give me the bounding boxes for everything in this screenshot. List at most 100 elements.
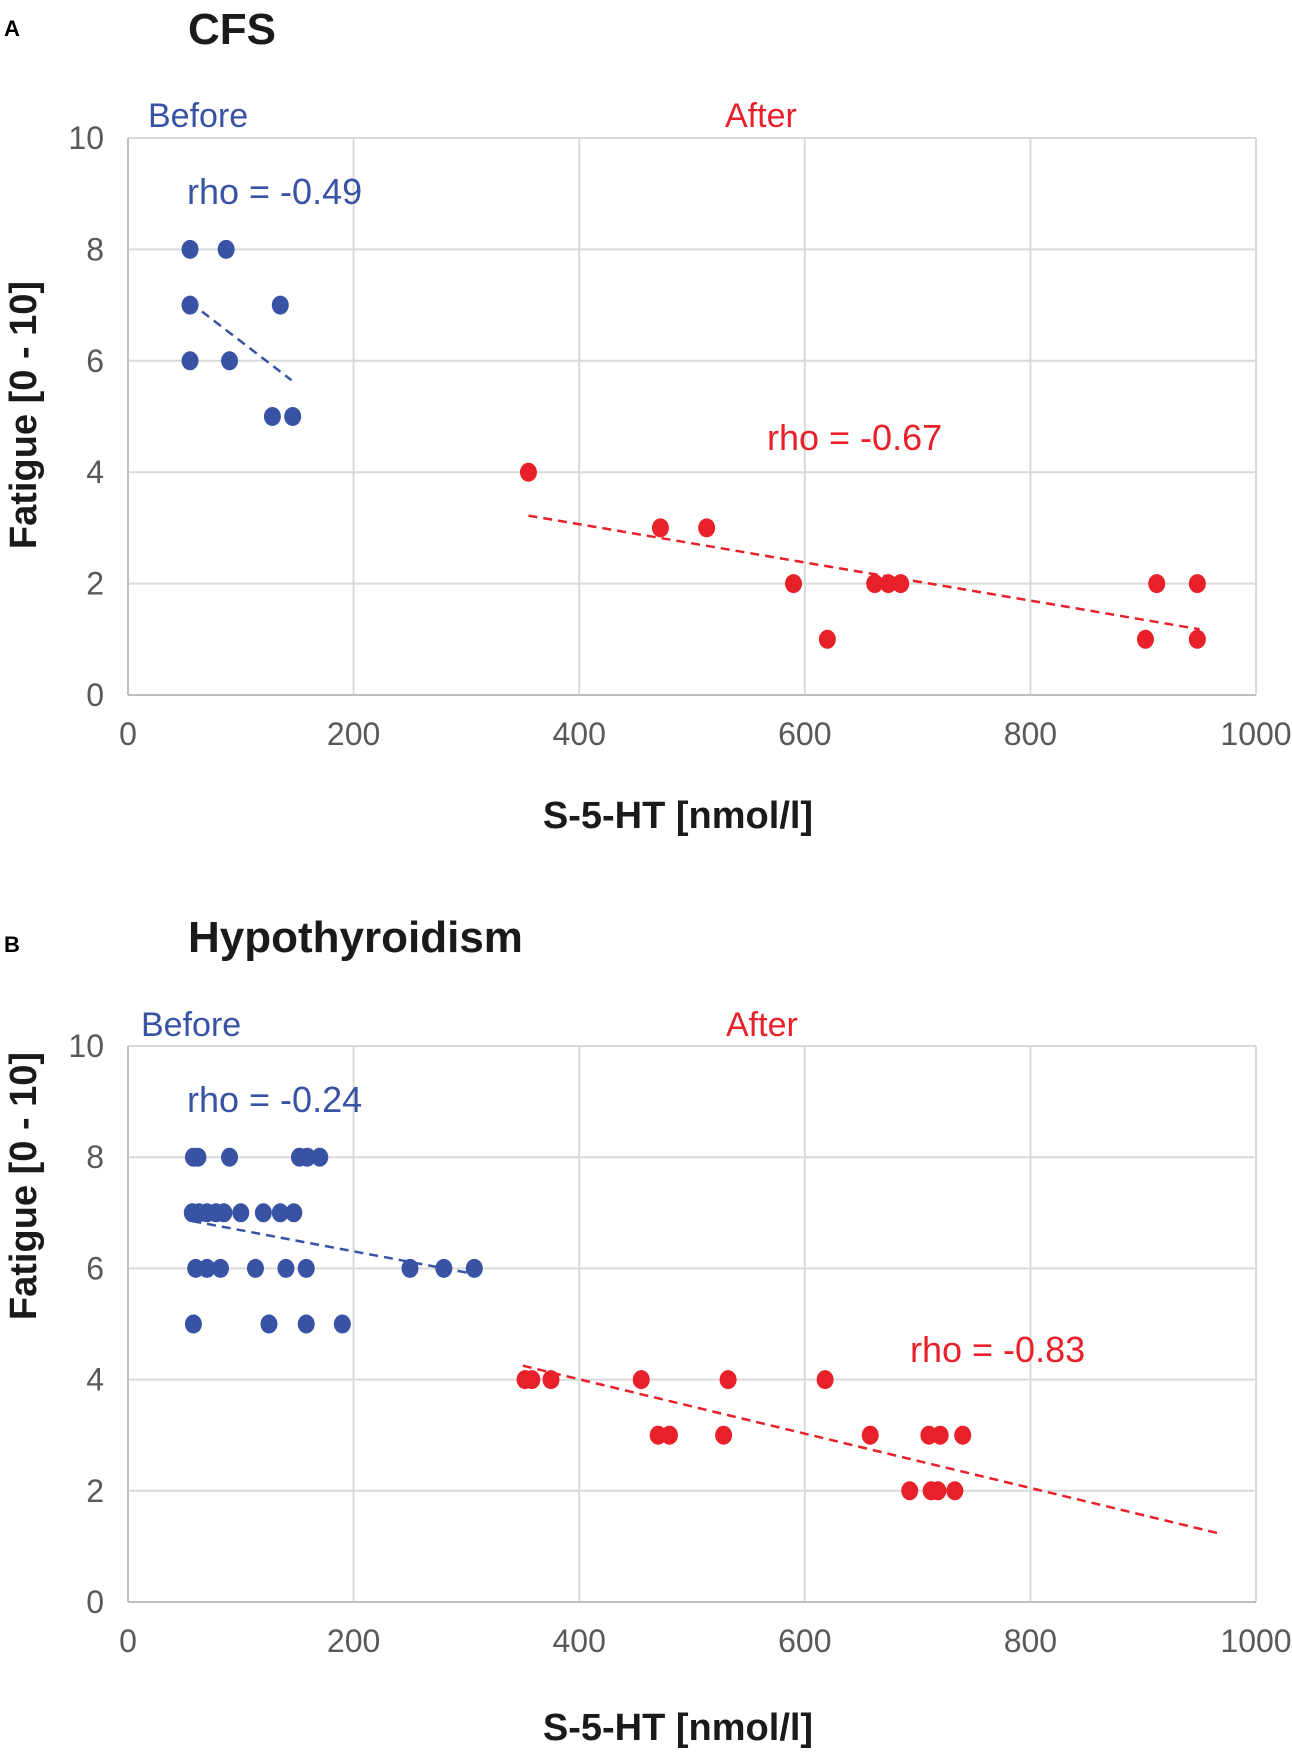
- data-point-before: [217, 239, 235, 259]
- data-point-after: [632, 1370, 650, 1390]
- axes: [127, 138, 1256, 696]
- x-tick-label: 1000: [1220, 1623, 1291, 1659]
- data-point-after: [866, 574, 884, 594]
- data-point-before: [298, 1147, 316, 1167]
- data-point-before: [285, 1203, 303, 1223]
- data-point-before: [181, 351, 199, 371]
- gridlines: [128, 137, 1257, 695]
- panel-label: A: [4, 16, 20, 41]
- data-point-before: [271, 1203, 289, 1223]
- data-point-before: [211, 1258, 229, 1278]
- x-tick-label: 400: [553, 1623, 606, 1659]
- data-point-before: [333, 1314, 351, 1334]
- y-tick-label: 8: [86, 1139, 104, 1175]
- y-axis-label: Fatigue [0 - 10]: [3, 1052, 45, 1320]
- data-point-before: [277, 1258, 295, 1278]
- data-point-after: [861, 1425, 879, 1445]
- panel-b-hypothyroidism: B Hypothyroidism 0 2 4 6 8 10 0 200 400 600 800 10…: [0, 876, 1292, 1753]
- chart-a-svg: A CFS 0 2 4 6 8 10 0 200 400 600 800 1000 Before A…: [3, 5, 1292, 837]
- data-point-before: [465, 1258, 483, 1278]
- x-tick-label: 800: [1004, 1623, 1057, 1659]
- data-point-before: [198, 1258, 216, 1278]
- y-tick-label: 0: [86, 677, 104, 713]
- data-point-after: [954, 1425, 972, 1445]
- y-tick-label: 6: [86, 343, 104, 379]
- data-point-after: [1188, 574, 1206, 594]
- x-tick-labels: 0 200 400 600 800 1000: [119, 1623, 1291, 1659]
- data-point-before: [297, 1258, 315, 1278]
- data-point-before: [254, 1203, 272, 1223]
- data-point-after: [1136, 629, 1154, 649]
- y-tick-label: 2: [86, 566, 104, 602]
- trend-lines: [192, 1219, 1223, 1536]
- chart-title: CFS: [188, 5, 276, 54]
- x-tick-label: 200: [327, 1623, 380, 1659]
- data-point-before: [263, 407, 281, 426]
- data-point-before: [215, 1203, 233, 1223]
- trend-lines: [189, 301, 1200, 631]
- data-points: [183, 1147, 972, 1501]
- chart-b-svg: B Hypothyroidism 0 2 4 6 8 10 0 200 400 600 800 10…: [3, 913, 1292, 1749]
- data-point-before: [184, 1314, 202, 1334]
- data-point-after: [879, 574, 897, 594]
- x-tick-label: 800: [1004, 716, 1057, 752]
- data-point-after: [816, 1370, 834, 1390]
- x-tick-labels: 0 200 400 600 800 1000: [119, 716, 1291, 752]
- y-tick-label: 8: [86, 231, 104, 267]
- data-point-before: [297, 1314, 315, 1334]
- data-point-before: [284, 407, 302, 426]
- panel-a-cfs: A CFS 0 2 4 6 8 10 0 200 400 600 800 1000 Before A…: [0, 0, 1292, 876]
- data-point-before: [401, 1258, 419, 1278]
- data-point-before: [435, 1258, 453, 1278]
- data-point-before: [181, 239, 199, 259]
- y-tick-label: 4: [86, 1362, 104, 1398]
- x-tick-label: 1000: [1220, 716, 1291, 752]
- data-point-after: [660, 1425, 678, 1445]
- data-point-after: [542, 1370, 560, 1390]
- y-tick-label: 10: [68, 120, 104, 156]
- x-tick-label: 600: [778, 1623, 831, 1659]
- x-axis-label: S-5-HT [nmol/l]: [543, 1707, 813, 1749]
- data-point-after: [946, 1481, 964, 1501]
- data-point-after: [651, 518, 669, 538]
- x-tick-label: 0: [119, 716, 137, 752]
- trend-line-after: [522, 1364, 1223, 1536]
- rho-label-before: rho = -0.24: [187, 1079, 362, 1120]
- x-tick-label: 400: [553, 716, 606, 752]
- data-point-after: [519, 462, 537, 482]
- x-tick-label: 600: [778, 716, 831, 752]
- data-point-after: [719, 1370, 737, 1390]
- data-point-before: [260, 1314, 278, 1334]
- data-point-before: [221, 1147, 239, 1167]
- data-point-after: [892, 574, 910, 594]
- y-tick-label: 10: [68, 1028, 104, 1064]
- series-label-before: Before: [141, 1006, 241, 1044]
- x-tick-label: 0: [119, 1623, 137, 1659]
- data-point-after: [698, 518, 716, 538]
- chart-title: Hypothyroidism: [188, 913, 523, 962]
- y-tick-labels: 0 2 4 6 8 10: [68, 120, 104, 713]
- x-axis-label: S-5-HT [nmol/l]: [543, 795, 813, 837]
- panel-label: B: [4, 932, 20, 957]
- y-tick-labels: 0 2 4 6 8 10: [68, 1028, 104, 1620]
- series-label-after: After: [725, 97, 797, 135]
- x-tick-label: 200: [327, 716, 380, 752]
- rho-label-after: rho = -0.83: [910, 1329, 1085, 1370]
- data-point-after: [901, 1481, 919, 1501]
- data-point-before: [221, 351, 239, 371]
- data-point-before: [311, 1147, 329, 1167]
- data-point-before: [232, 1203, 250, 1223]
- data-point-before: [189, 1147, 207, 1167]
- data-point-before: [246, 1258, 264, 1278]
- rho-label-before: rho = -0.49: [187, 171, 362, 212]
- trend-line-before: [192, 1219, 475, 1276]
- y-axis-label: Fatigue [0 - 10]: [3, 281, 45, 549]
- data-point-after: [523, 1370, 541, 1390]
- y-tick-label: 4: [86, 454, 104, 490]
- rho-label-after: rho = -0.67: [767, 417, 942, 458]
- data-point-after: [715, 1425, 733, 1445]
- data-point-after: [931, 1425, 949, 1445]
- y-tick-label: 6: [86, 1250, 104, 1286]
- data-point-after: [1148, 574, 1166, 594]
- data-point-before: [181, 295, 199, 315]
